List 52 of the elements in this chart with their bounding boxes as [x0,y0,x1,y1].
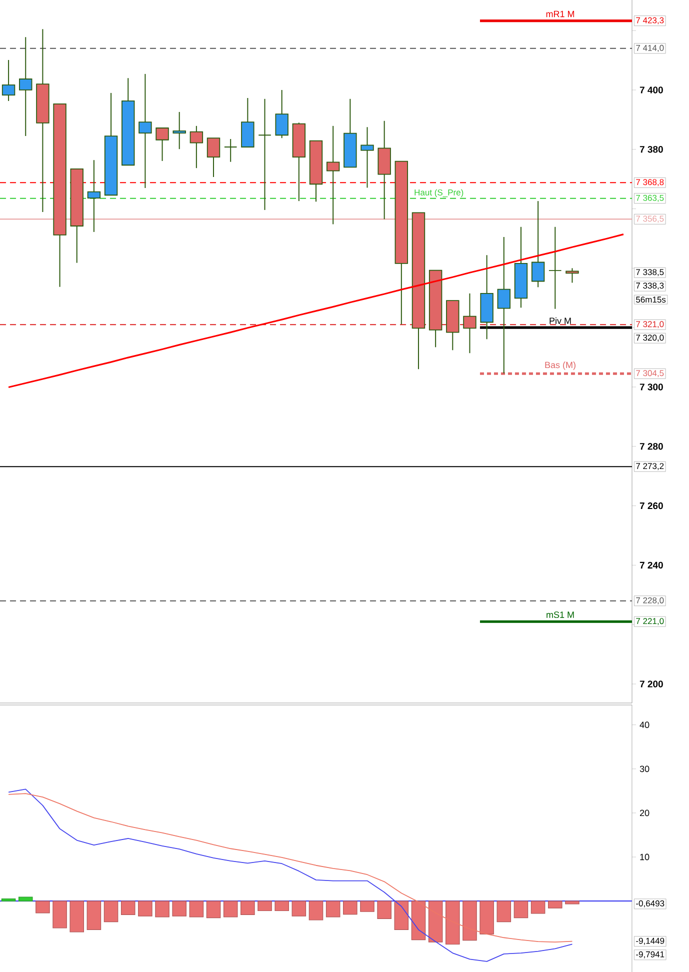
candlestick [548,226,562,310]
y-tick-label: 7 400 [640,86,663,94]
text: 7 338,3 [636,282,664,290]
ref-line-label: mS1 M [546,612,574,618]
y-tick-label: 7 380 [640,146,663,153]
candlestick [190,125,204,169]
y-tick-label: 7 200 [640,680,663,688]
annotation: 7 338,5 [636,269,664,276]
annotation: 7 363,5 [636,194,664,202]
candlestick [275,89,288,139]
text: 7 320,0 [636,334,664,342]
annotation: 7 368,8 [636,179,664,186]
candlestick [2,59,16,102]
annotation: 7 304,5 [636,370,664,378]
candlestick [138,73,152,188]
ref-line-label: Bas (M) [545,362,576,370]
candlestick [19,36,32,137]
y-tick-label: 40 [640,722,650,728]
annotation: 7 273,2 [636,463,664,470]
y-tick-label: 7 240 [640,562,663,569]
y-tick-label: 20 [640,810,650,816]
candlestick [224,138,238,162]
y-tick-label: 10 [640,854,650,860]
candlestick [463,292,476,354]
candlestick [497,236,510,374]
annotation: 7 356,5 [636,216,664,223]
candlestick [206,138,220,178]
text: 56m15s [636,296,666,303]
annotation: 7 414,0 [636,44,664,52]
candlestick [566,268,579,284]
annotation: -9,1449 [636,938,664,945]
candlestick [326,125,340,225]
candlestick [258,98,272,210]
line-series [8,234,624,388]
annotation: 7 423,3 [636,17,664,24]
ref-line-label: Haut (S_Pre) [414,189,464,198]
annotation: 7 228,0 [636,597,664,604]
annotation: 7 221,0 [636,618,664,626]
ref-line-label: Piv M [550,317,571,324]
y-tick-label: 30 [640,766,650,772]
ref-line-label: mR1 M [546,10,574,18]
candlestick [156,128,169,162]
y-tick-label: 7 280 [640,443,663,450]
y-tick-label: 7 300 [640,384,663,390]
candlestick [531,200,545,288]
candlestick [172,111,186,150]
annotation: -0,6493 [636,900,664,908]
candlestick [87,160,101,232]
candlestick [360,126,374,188]
annotation: 7 321,0 [636,321,664,328]
y-tick-label: 7 260 [640,502,663,510]
text: -9,7941 [636,951,664,958]
